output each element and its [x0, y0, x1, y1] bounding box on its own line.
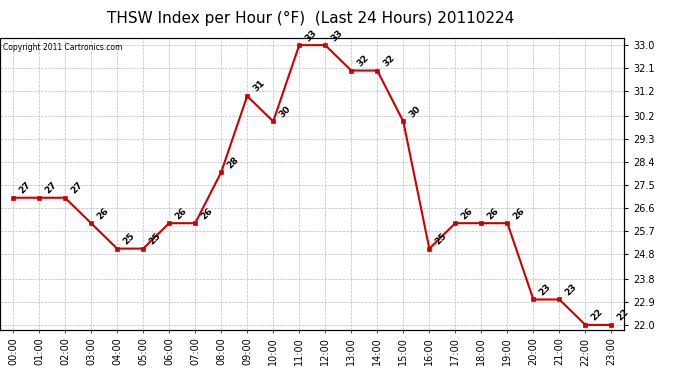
Text: 31: 31 [251, 79, 266, 94]
Text: 11:00: 11:00 [294, 338, 304, 365]
Text: 08:00: 08:00 [216, 338, 226, 365]
Text: 26: 26 [511, 206, 526, 221]
Text: 26: 26 [199, 206, 215, 221]
Text: 13:00: 13:00 [346, 338, 356, 365]
Text: 26: 26 [95, 206, 110, 221]
Text: 32: 32 [382, 53, 397, 68]
Text: 22: 22 [589, 308, 605, 323]
Text: 30: 30 [408, 104, 422, 119]
Text: 16:00: 16:00 [424, 338, 434, 365]
Text: 19:00: 19:00 [502, 338, 513, 365]
Text: 33: 33 [304, 28, 319, 43]
Text: 25: 25 [121, 231, 137, 246]
Text: 27: 27 [69, 180, 84, 196]
Text: THSW Index per Hour (°F)  (Last 24 Hours) 20110224: THSW Index per Hour (°F) (Last 24 Hours)… [107, 11, 514, 26]
Text: 26: 26 [173, 206, 188, 221]
Text: 06:00: 06:00 [164, 338, 174, 365]
Text: 07:00: 07:00 [190, 338, 200, 365]
Text: 28: 28 [226, 155, 241, 170]
Text: 20:00: 20:00 [529, 338, 538, 365]
Text: 02:00: 02:00 [60, 338, 70, 365]
Text: 23:00: 23:00 [607, 338, 616, 365]
Text: 23: 23 [564, 282, 579, 297]
Text: 32: 32 [355, 53, 371, 68]
Text: 00:00: 00:00 [8, 338, 18, 365]
Text: 18:00: 18:00 [476, 338, 486, 365]
Text: 01:00: 01:00 [34, 338, 44, 365]
Text: Copyright 2011 Cartronics.com: Copyright 2011 Cartronics.com [3, 44, 123, 52]
Text: 27: 27 [43, 180, 59, 196]
Text: 05:00: 05:00 [138, 338, 148, 365]
Text: 30: 30 [277, 104, 293, 119]
Text: 25: 25 [433, 231, 448, 246]
Text: 26: 26 [486, 206, 501, 221]
Text: 10:00: 10:00 [268, 338, 278, 365]
Text: 14:00: 14:00 [373, 338, 382, 365]
Text: 09:00: 09:00 [242, 338, 252, 365]
Text: 21:00: 21:00 [554, 338, 564, 365]
Text: 22:00: 22:00 [580, 338, 591, 366]
Text: 23: 23 [538, 282, 553, 297]
Text: 15:00: 15:00 [398, 338, 408, 365]
Text: 33: 33 [329, 28, 344, 43]
Text: 27: 27 [17, 180, 32, 196]
Text: 12:00: 12:00 [320, 338, 331, 365]
Text: 22: 22 [615, 308, 631, 323]
Text: 04:00: 04:00 [112, 338, 122, 365]
Text: 25: 25 [147, 231, 162, 246]
Text: 26: 26 [460, 206, 475, 221]
Text: 03:00: 03:00 [86, 338, 96, 365]
Text: 17:00: 17:00 [451, 338, 460, 365]
